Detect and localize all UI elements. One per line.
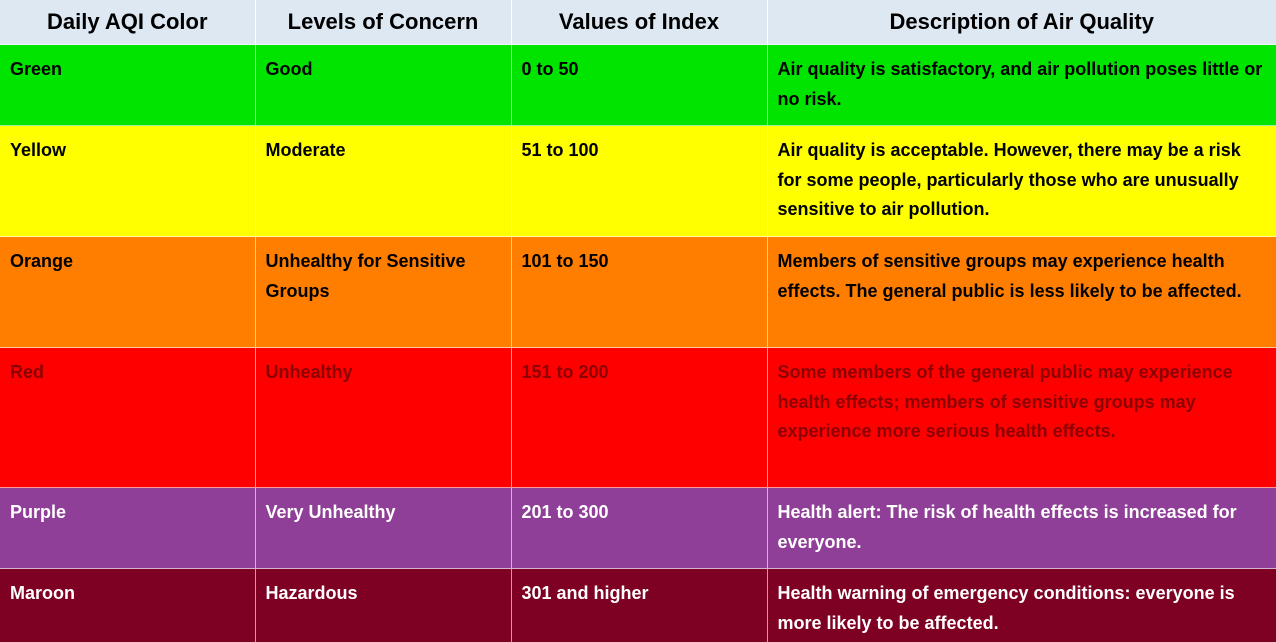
header-row: Daily AQI Color Levels of Concern Values…	[0, 0, 1276, 45]
cell-level: Moderate	[255, 125, 512, 237]
table-row-purple: Purple Very Unhealthy 201 to 300 Health …	[0, 487, 1276, 569]
cell-values: 201 to 300	[511, 487, 768, 569]
header-description-of-air-quality: Description of Air Quality	[767, 0, 1276, 45]
cell-description: Health alert: The risk of health effects…	[767, 487, 1276, 569]
cell-level: Good	[255, 44, 512, 126]
table-row-orange: Orange Unhealthy for Sensitive Groups 10…	[0, 236, 1276, 348]
cell-description: Members of sensitive groups may experien…	[767, 236, 1276, 348]
cell-values: 301 and higher	[511, 568, 768, 642]
cell-level: Hazardous	[255, 568, 512, 642]
table-row-green: Green Good 0 to 50 Air quality is satisf…	[0, 44, 1276, 126]
cell-color-name: Maroon	[0, 568, 256, 642]
cell-description: Air quality is acceptable. However, ther…	[767, 125, 1276, 237]
table-row-maroon: Maroon Hazardous 301 and higher Health w…	[0, 568, 1276, 642]
cell-color-name: Yellow	[0, 125, 256, 237]
table-row-yellow: Yellow Moderate 51 to 100 Air quality is…	[0, 125, 1276, 237]
cell-color-name: Green	[0, 44, 256, 126]
cell-color-name: Orange	[0, 236, 256, 348]
table-header: Daily AQI Color Levels of Concern Values…	[0, 0, 1276, 45]
cell-color-name: Purple	[0, 487, 256, 569]
header-daily-aqi-color: Daily AQI Color	[0, 0, 256, 45]
header-values-of-index: Values of Index	[511, 0, 768, 45]
cell-description: Some members of the general public may e…	[767, 347, 1276, 488]
cell-level: Very Unhealthy	[255, 487, 512, 569]
cell-level: Unhealthy for Sensitive Groups	[255, 236, 512, 348]
cell-values: 51 to 100	[511, 125, 768, 237]
cell-description: Health warning of emergency conditions: …	[767, 568, 1276, 642]
cell-level: Unhealthy	[255, 347, 512, 488]
cell-values: 0 to 50	[511, 44, 768, 126]
cell-description: Air quality is satisfactory, and air pol…	[767, 44, 1276, 126]
cell-values: 101 to 150	[511, 236, 768, 348]
table-body: Green Good 0 to 50 Air quality is satisf…	[0, 44, 1276, 642]
cell-color-name: Red	[0, 347, 256, 488]
table-row-red: Red Unhealthy 151 to 200 Some members of…	[0, 347, 1276, 488]
cell-values: 151 to 200	[511, 347, 768, 488]
header-levels-of-concern: Levels of Concern	[255, 0, 512, 45]
